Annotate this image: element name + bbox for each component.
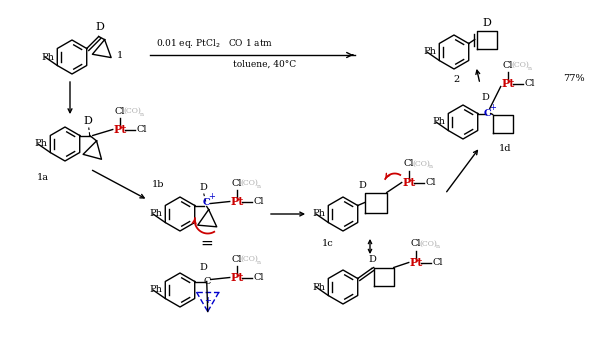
- Text: Cl: Cl: [502, 60, 513, 70]
- Text: Ph: Ph: [312, 282, 325, 291]
- Text: Pt: Pt: [113, 124, 127, 135]
- Text: Pt: Pt: [230, 196, 244, 207]
- Text: C: C: [203, 277, 211, 286]
- Text: Cl: Cl: [115, 106, 125, 115]
- Text: n: n: [257, 260, 261, 265]
- Text: D: D: [200, 184, 208, 193]
- Text: Cl: Cl: [254, 273, 264, 282]
- Text: Pt: Pt: [402, 177, 415, 188]
- Text: Pt: Pt: [230, 272, 244, 283]
- Text: +: +: [204, 296, 211, 305]
- Text: C: C: [203, 198, 211, 207]
- Text: +: +: [208, 192, 215, 201]
- Text: 2: 2: [453, 75, 459, 84]
- Text: +: +: [489, 103, 496, 112]
- Text: Ph: Ph: [34, 139, 47, 148]
- Text: D: D: [95, 22, 104, 33]
- Text: C: C: [484, 109, 491, 118]
- Text: 0.01 eq. PtCl$_2$   CO 1 atm: 0.01 eq. PtCl$_2$ CO 1 atm: [157, 37, 274, 50]
- Text: Cl: Cl: [410, 240, 421, 248]
- Text: (CO): (CO): [241, 254, 259, 262]
- Text: (CO): (CO): [241, 178, 259, 186]
- Text: Ph: Ph: [432, 118, 445, 126]
- Text: (CO): (CO): [420, 240, 437, 248]
- Text: D: D: [482, 17, 491, 28]
- Text: Ph: Ph: [312, 210, 325, 219]
- Text: toluene, 40°C: toluene, 40°C: [233, 60, 296, 69]
- Text: 1b: 1b: [152, 180, 164, 189]
- Text: Cl: Cl: [403, 160, 414, 168]
- Text: 1: 1: [117, 51, 123, 60]
- Text: Cl: Cl: [525, 79, 535, 88]
- Text: (CO): (CO): [512, 60, 530, 68]
- Text: n: n: [429, 164, 433, 169]
- Text: =: =: [200, 236, 213, 251]
- Text: 1c: 1c: [322, 239, 334, 248]
- Text: 1d: 1d: [499, 144, 511, 153]
- Text: Cl: Cl: [137, 125, 147, 134]
- Text: (CO): (CO): [413, 160, 431, 168]
- Text: D: D: [482, 93, 490, 102]
- Text: Ph: Ph: [423, 47, 436, 56]
- Text: Cl: Cl: [254, 197, 264, 206]
- Text: n: n: [257, 184, 261, 189]
- Text: Cl: Cl: [232, 254, 242, 264]
- Text: Cl: Cl: [426, 178, 436, 187]
- Text: Ph: Ph: [149, 286, 162, 295]
- Text: D: D: [359, 181, 367, 189]
- Text: Cl: Cl: [232, 178, 242, 188]
- Text: Ph: Ph: [41, 52, 54, 62]
- Text: Ph: Ph: [149, 210, 162, 219]
- Text: D: D: [369, 256, 377, 265]
- Text: 1a: 1a: [37, 173, 49, 182]
- Text: 77%: 77%: [563, 74, 585, 83]
- Text: n: n: [436, 244, 440, 249]
- Text: Pt: Pt: [501, 78, 514, 89]
- Text: D: D: [200, 262, 208, 272]
- Text: n: n: [528, 66, 532, 71]
- Text: (CO): (CO): [124, 106, 142, 114]
- Text: Pt: Pt: [409, 257, 422, 268]
- Text: D: D: [83, 117, 92, 126]
- Text: n: n: [140, 111, 144, 117]
- Text: Cl: Cl: [433, 258, 443, 267]
